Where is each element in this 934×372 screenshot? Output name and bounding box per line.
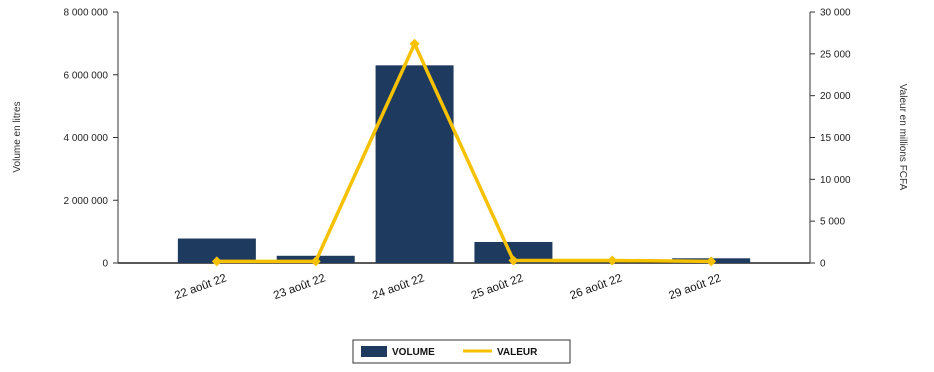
left-axis-title: Volume en litres xyxy=(12,101,23,172)
valeur-line xyxy=(211,38,717,267)
valeur-point xyxy=(211,256,222,267)
right-axis-ticks: 0 5 000 10 000 15 000 20 000 25 000 30 000 xyxy=(810,8,851,270)
valeur-point xyxy=(409,38,420,49)
legend-volume-label: VOLUME xyxy=(392,347,435,358)
category-label: 22 août 22 xyxy=(173,272,228,302)
volume-bars xyxy=(177,65,751,264)
legend-volume-swatch xyxy=(361,346,387,357)
right-tick-label: 10 000 xyxy=(820,175,851,186)
legend-frame xyxy=(352,339,571,364)
right-tick-label: 30 000 xyxy=(820,8,851,19)
valeur-point xyxy=(508,255,519,266)
left-tick-label: 8 000 000 xyxy=(64,8,109,19)
left-tick-label: 2 000 000 xyxy=(64,196,109,207)
left-axis-ticks: 0 2 000 000 4 000 000 6 000 000 8 000 000 xyxy=(64,8,118,270)
category-label: 29 août 22 xyxy=(667,272,722,302)
axes xyxy=(117,12,811,264)
right-axis-title: Valeur en millions FCFA xyxy=(897,84,908,191)
legend-valeur-label: VALEUR xyxy=(497,347,538,358)
category-label: 24 août 22 xyxy=(371,272,426,302)
valeur-point xyxy=(607,255,618,266)
category-label: 23 août 22 xyxy=(272,272,327,302)
valeur-line-path xyxy=(216,42,712,264)
left-tick-label: 4 000 000 xyxy=(64,133,109,144)
category-labels: 22 août 22 23 août 22 24 août 22 25 août 22… xyxy=(173,272,722,302)
legend: VOLUME VALEUR xyxy=(352,339,571,364)
category-label: 25 août 22 xyxy=(470,272,525,302)
right-tick-label: 5 000 xyxy=(820,217,845,228)
right-tick-label: 20 000 xyxy=(820,91,851,102)
right-tick-label: 25 000 xyxy=(820,49,851,60)
valeur-point xyxy=(310,256,321,267)
category-label: 26 août 22 xyxy=(569,272,624,302)
valeur-point xyxy=(706,256,717,267)
volume-bar xyxy=(474,241,553,263)
right-tick-label: 15 000 xyxy=(820,133,851,144)
left-tick-label: 0 xyxy=(102,259,108,270)
right-tick-label: 0 xyxy=(820,259,826,270)
left-tick-label: 6 000 000 xyxy=(64,70,109,81)
volume-bar xyxy=(375,65,454,264)
